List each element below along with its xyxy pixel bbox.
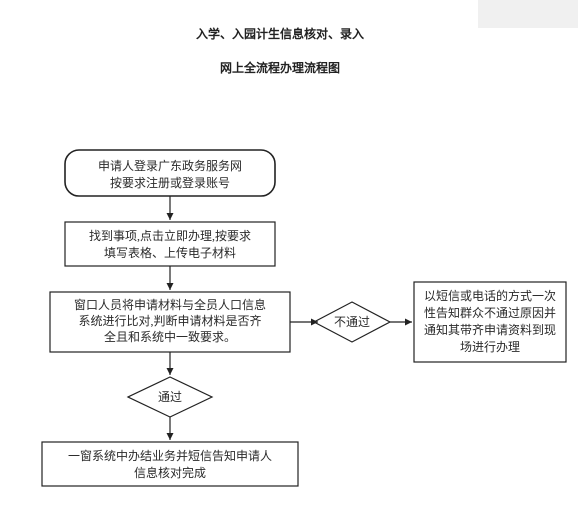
title-line1: 入学、入园计生信息核对、录入 xyxy=(196,26,364,41)
node-start-line1: 申请人登录广东政务服务网 xyxy=(98,158,242,173)
node-step3: 窗口人员将申请材料与全员人口信息 系统进行比对,判断申请材料是否齐 全且和系统中… xyxy=(50,292,290,352)
node-step2: 找到事项,点击立即办理,按要求 填写表格、上传电子材料 xyxy=(65,222,275,266)
node-step3-line3: 全且和系统中一致要求。 xyxy=(104,329,236,344)
node-pass-label: 通过 xyxy=(158,390,182,404)
node-pass: 通过 xyxy=(128,377,212,417)
flowchart-canvas: 入学、入园计生信息核对、录入 网上全流程办理流程图 申请人登录广东政务服务网 按… xyxy=(0,0,578,516)
node-stepfail-line4: 场进行办理 xyxy=(460,339,520,354)
node-fail-label: 不通过 xyxy=(334,315,370,329)
node-stepfail-line3: 通知其带齐申请资料到现 xyxy=(424,322,556,337)
node-step3-line1: 窗口人员将申请材料与全员人口信息 xyxy=(74,297,266,312)
node-stepfail-line1: 以短信或电话的方式一次 xyxy=(424,288,556,303)
node-start: 申请人登录广东政务服务网 按要求注册或登录账号 xyxy=(65,150,275,196)
title-line2: 网上全流程办理流程图 xyxy=(220,60,340,75)
node-step3-line2: 系统进行比对,判断申请材料是否齐 xyxy=(78,313,261,328)
node-end-line2: 信息核对完成 xyxy=(134,465,206,480)
node-fail: 不通过 xyxy=(314,302,390,342)
node-start-line2: 按要求注册或登录账号 xyxy=(110,175,230,190)
page-edge-shadow xyxy=(478,0,578,28)
node-end-line1: 一窗系统中办结业务并短信告知申请人 xyxy=(68,448,272,463)
node-stepfail: 以短信或电话的方式一次 性告知群众不通过原因并 通知其带齐申请资料到现 场进行办… xyxy=(414,282,566,362)
node-step2-line2: 填写表格、上传电子材料 xyxy=(104,245,236,260)
node-stepfail-line2: 性告知群众不通过原因并 xyxy=(424,306,556,320)
node-step2-line1: 找到事项,点击立即办理,按要求 xyxy=(89,228,251,243)
node-end: 一窗系统中办结业务并短信告知申请人 信息核对完成 xyxy=(42,442,298,486)
